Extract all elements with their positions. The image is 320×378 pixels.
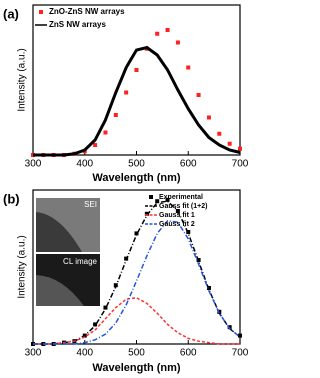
data-marker — [93, 143, 98, 147]
x-axis-label: Wavelength (nm) — [92, 172, 181, 184]
data-marker — [206, 115, 211, 120]
data-marker — [144, 211, 149, 216]
x-tick-label: 600 — [180, 348, 197, 359]
data-marker — [165, 197, 170, 202]
x-tick-label: 700 — [232, 159, 249, 170]
figure: 300 400 500 600 700 Wavelength (nm) Intensity … — [3, 4, 249, 374]
data-marker — [155, 31, 160, 36]
legend-label: ZnS NW arrays — [49, 20, 106, 29]
inset-label: CL image — [63, 257, 97, 266]
data-marker — [196, 93, 201, 97]
x-axis-label: Wavelength (nm) — [92, 362, 181, 374]
data-marker — [175, 40, 180, 45]
x-tick-label: 600 — [180, 159, 197, 170]
y-axis-label: Intensity (a.u.) — [17, 48, 28, 111]
data-marker — [165, 28, 170, 32]
legend-label: ZnO-ZnS NW arrays — [49, 7, 125, 16]
panel-label: (b) — [3, 191, 20, 206]
data-line — [33, 200, 241, 345]
x-tick-label: 500 — [128, 348, 145, 359]
data-marker — [227, 141, 232, 146]
inset-cl-shape — [36, 275, 84, 306]
data-line — [33, 45, 241, 157]
x-tick-label: 300 — [25, 159, 42, 170]
legend-marker — [39, 10, 43, 14]
data-marker — [93, 322, 98, 327]
data-marker — [186, 65, 191, 70]
data-marker — [227, 325, 232, 330]
legend-label: Gauss fit 1 — [159, 212, 195, 219]
inset-sei-shape — [36, 212, 82, 252]
legend-label: Experimental — [159, 194, 203, 201]
panel-label: (a) — [3, 6, 19, 21]
y-axis-label: Intensity (a.u.) — [17, 235, 28, 298]
x-tick-label: 300 — [25, 348, 42, 359]
data-marker — [113, 113, 118, 117]
data-marker — [103, 305, 108, 310]
inset-images — [36, 198, 100, 306]
legend-label: Gauss fit (1+2) — [159, 203, 207, 210]
x-tick-label: 700 — [232, 348, 249, 359]
legend-label: Gauss fit 2 — [159, 221, 195, 228]
data-marker — [124, 90, 129, 95]
legend-marker — [149, 195, 153, 199]
data-marker — [103, 130, 108, 135]
x-tick-label: 400 — [76, 159, 93, 170]
data-marker — [238, 333, 242, 338]
data-marker — [134, 68, 139, 72]
data-marker — [217, 131, 222, 136]
x-tick-label: 400 — [76, 348, 93, 359]
data-marker — [155, 199, 160, 204]
data-marker — [238, 146, 242, 151]
x-tick-label: 500 — [128, 159, 145, 170]
data-marker — [134, 231, 139, 236]
data-line — [33, 220, 241, 345]
inset-label: SEI — [84, 200, 97, 209]
